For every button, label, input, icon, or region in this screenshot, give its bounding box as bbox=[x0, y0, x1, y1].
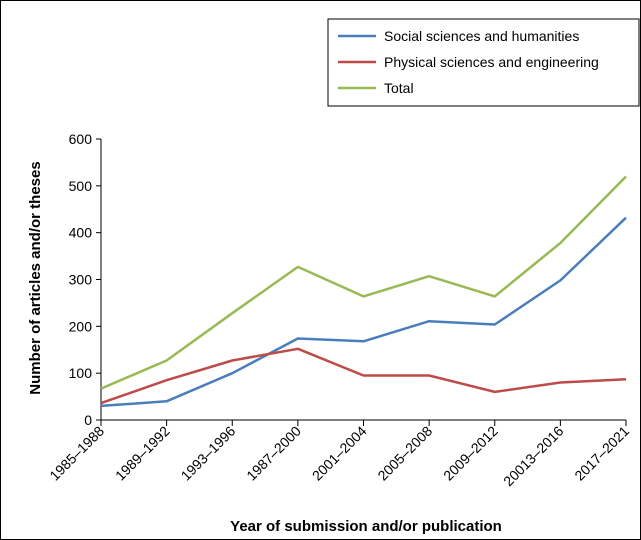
x-tick-label: 1989–1992 bbox=[112, 423, 173, 484]
legend-label: Social sciences and humanities bbox=[384, 28, 579, 44]
x-tick-label: 2005–2008 bbox=[374, 423, 435, 484]
series-line-1 bbox=[100, 216, 627, 408]
y-tick-label: 0 bbox=[84, 412, 92, 428]
x-tick-label: 1985–1988 bbox=[46, 423, 107, 484]
legend-label: Physical sciences and engineering bbox=[384, 54, 599, 70]
x-tick-label: 1993–1996 bbox=[178, 423, 239, 484]
axes bbox=[100, 139, 626, 421]
legend: Social sciences and humanities Physical s… bbox=[327, 18, 640, 107]
x-tick-label: 20013–2016 bbox=[500, 423, 567, 490]
series-line-3 bbox=[100, 175, 627, 390]
legend-label: Total bbox=[384, 80, 414, 96]
legend-box bbox=[327, 18, 640, 107]
x-axis-ticks: 1985–1988 1989–1992 1993–1996 1987–2000 2001… bbox=[46, 420, 632, 489]
y-axis-ticks: 0 100 200 300 400 500 600 bbox=[69, 131, 101, 428]
x-tick-label: 2009–2012 bbox=[440, 423, 501, 484]
y-tick-label: 100 bbox=[69, 365, 93, 381]
y-tick-label: 600 bbox=[69, 131, 93, 147]
y-tick-label: 300 bbox=[69, 272, 93, 288]
y-tick-label: 500 bbox=[69, 178, 93, 194]
x-tick-label: 2001–2004 bbox=[309, 423, 370, 484]
y-axis-title: Number of articles and/or theses bbox=[27, 161, 44, 394]
x-axis-title: Year of submission and/or publication bbox=[230, 518, 502, 535]
x-tick-label: 1987–2000 bbox=[243, 423, 304, 484]
x-tick-label: 2017–2021 bbox=[571, 423, 632, 484]
y-tick-label: 400 bbox=[69, 225, 93, 241]
series-lines bbox=[100, 175, 627, 408]
y-tick-label: 200 bbox=[69, 318, 93, 334]
